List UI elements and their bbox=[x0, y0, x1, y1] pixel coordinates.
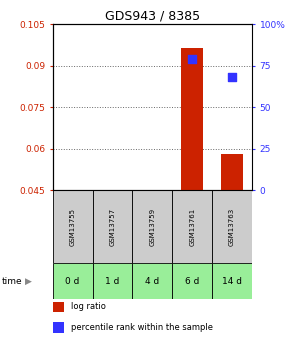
Text: 0 d: 0 d bbox=[65, 277, 80, 286]
Bar bbox=[181, 48, 203, 190]
Bar bbox=[212, 263, 252, 299]
Text: GSM13757: GSM13757 bbox=[110, 207, 115, 246]
Title: GDS943 / 8385: GDS943 / 8385 bbox=[105, 10, 200, 23]
Text: 4 d: 4 d bbox=[145, 277, 159, 286]
Text: log ratio: log ratio bbox=[71, 303, 105, 312]
Text: 1 d: 1 d bbox=[105, 277, 120, 286]
Text: 6 d: 6 d bbox=[185, 277, 200, 286]
Bar bbox=[53, 302, 64, 313]
Text: GSM13763: GSM13763 bbox=[229, 207, 235, 246]
Text: 14 d: 14 d bbox=[222, 277, 242, 286]
Bar bbox=[93, 263, 132, 299]
Bar bbox=[132, 263, 172, 299]
Point bbox=[230, 75, 234, 80]
Bar bbox=[172, 190, 212, 263]
Text: percentile rank within the sample: percentile rank within the sample bbox=[71, 323, 213, 332]
Bar bbox=[212, 190, 252, 263]
Text: GSM13755: GSM13755 bbox=[70, 208, 76, 246]
Text: time: time bbox=[1, 277, 22, 286]
Text: ▶: ▶ bbox=[25, 277, 32, 286]
Bar bbox=[53, 190, 93, 263]
Point bbox=[190, 56, 195, 62]
Bar bbox=[172, 263, 212, 299]
Bar bbox=[132, 190, 172, 263]
Bar bbox=[53, 263, 93, 299]
Bar bbox=[221, 154, 243, 190]
Text: GSM13759: GSM13759 bbox=[149, 207, 155, 246]
Bar bbox=[53, 322, 64, 333]
Bar bbox=[93, 190, 132, 263]
Text: GSM13761: GSM13761 bbox=[189, 207, 195, 246]
